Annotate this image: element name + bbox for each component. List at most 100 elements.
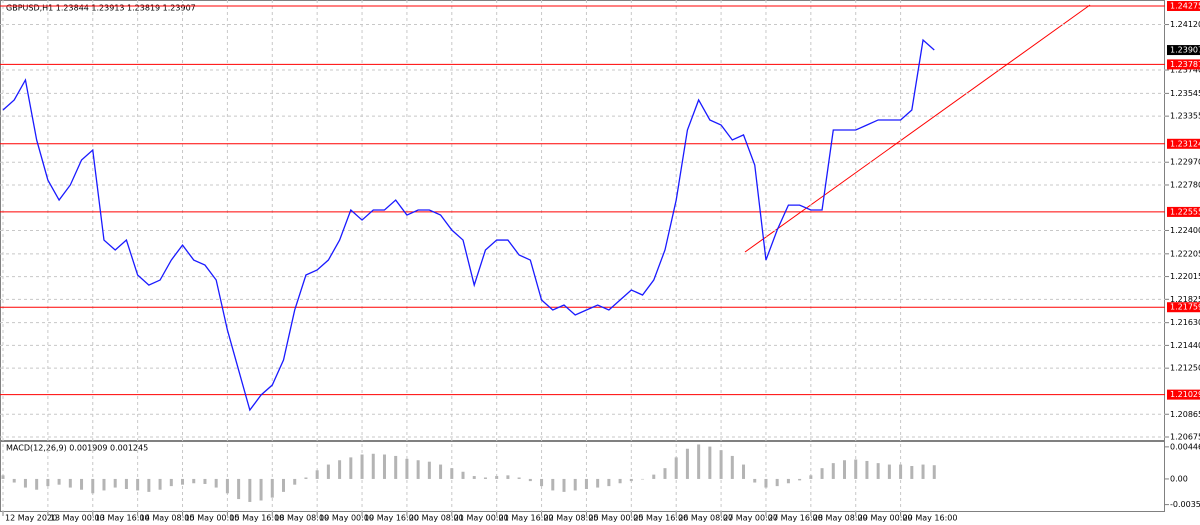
histogram-bar [371, 453, 375, 479]
histogram-bar [46, 478, 50, 487]
level-label-box [1167, 138, 1200, 149]
histogram-bar [23, 478, 27, 488]
level-label: 1.21029 [1170, 390, 1200, 399]
histogram-bar [562, 478, 566, 492]
price-label-box [1167, 45, 1200, 56]
histogram-bar [786, 478, 790, 484]
histogram-bar [685, 448, 689, 479]
histogram-bar [506, 475, 510, 479]
histogram-bar [192, 478, 196, 484]
histogram-bar [203, 478, 207, 484]
y-tick-label: 1.21250 [1170, 364, 1200, 373]
histogram-bar [910, 466, 914, 479]
histogram-bar [113, 478, 117, 488]
histogram-bar [282, 478, 285, 492]
level-label-box [1167, 302, 1200, 313]
x-tick-label: 28 May 08:00 [813, 514, 868, 523]
histogram-bar [674, 457, 678, 479]
histogram-bar [809, 475, 813, 479]
histogram-bar [854, 459, 858, 479]
level-label-box [1167, 59, 1200, 70]
histogram-bar [663, 468, 667, 479]
histogram-bar [730, 455, 734, 479]
y-tick-label: 1.23545 [1170, 89, 1200, 98]
x-tick-label: 25 May 16:00 [633, 514, 688, 523]
histogram-bar [439, 464, 443, 479]
histogram-bar [270, 478, 274, 498]
histogram-bar [573, 478, 577, 491]
histogram-bar [764, 478, 768, 488]
histogram-bar [102, 478, 106, 491]
histogram-bar [540, 478, 544, 487]
histogram-bar [708, 446, 712, 479]
x-tick-label: 21 May 16:00 [499, 514, 554, 523]
histogram-bar [248, 478, 252, 502]
y-tick-label: 1.22780 [1170, 180, 1200, 189]
histogram-bar [483, 477, 487, 479]
y-tick-label: 1.21440 [1170, 341, 1200, 350]
y-tick-label: 0.00 [1170, 474, 1188, 483]
x-tick-label: 14 May 08:00 [140, 514, 195, 523]
histogram-bar [12, 478, 16, 483]
x-tick-label: 29 May 00:00 [858, 514, 913, 523]
x-tick-label: 12 May 2020 [5, 514, 57, 523]
x-tick-label: 26 May 08:00 [678, 514, 733, 523]
indicator-title: MACD(12,26,9) 0.001909 0.001245 [6, 444, 148, 453]
y-tick-label: 1.21825 [1170, 295, 1200, 304]
histogram-bar [641, 478, 645, 480]
histogram-bar [293, 478, 297, 485]
histogram-bar [618, 478, 622, 484]
y-tick-label: -0.003571 [1170, 500, 1200, 509]
current-price: 1.23907 [1170, 46, 1200, 55]
histogram-bar [719, 450, 723, 479]
price-line [2, 38, 935, 412]
histogram-bar [169, 478, 173, 487]
histogram-bar [80, 478, 84, 490]
level-label: 1.23787 [1170, 60, 1200, 69]
histogram-bar [57, 478, 61, 485]
x-tick-label: 27 May 16:00 [768, 514, 823, 523]
histogram-bar [304, 477, 308, 479]
histogram-bar [831, 463, 835, 479]
histogram-bar [843, 460, 846, 479]
histogram-bar [921, 464, 925, 479]
histogram-bar [35, 478, 39, 490]
histogram-bar [338, 460, 342, 479]
y-tick-label: 1.22970 [1170, 158, 1200, 167]
histogram-bar [528, 478, 532, 482]
histogram-bar [405, 458, 409, 479]
histogram-bar [326, 464, 330, 479]
histogram-bar [147, 478, 151, 492]
x-tick-label: 15 May 16:00 [229, 514, 284, 523]
histogram-bar [315, 470, 319, 479]
level-label: 1.22555 [1170, 207, 1200, 216]
histogram-bar [775, 478, 779, 487]
histogram-bar [517, 477, 521, 479]
level-label-box [1167, 389, 1200, 400]
x-tick-label: 18 May 08:00 [274, 514, 329, 523]
x-tick-label: 27 May 00:00 [723, 514, 778, 523]
histogram-bar [91, 478, 95, 494]
x-tick-label: 19 May 00:00 [319, 514, 374, 523]
histogram-bar [450, 468, 454, 479]
histogram-bar [865, 460, 869, 479]
histogram-bar [652, 474, 656, 479]
histogram-bar [820, 468, 824, 479]
y-tick-label: 1.23355 [1170, 112, 1200, 121]
x-tick-label: 20 May 08:00 [409, 514, 464, 523]
y-tick-label: 1.20865 [1170, 410, 1200, 419]
x-tick-label: 19 May 16:00 [364, 514, 419, 523]
histogram-bar [225, 478, 229, 494]
histogram-bar [124, 478, 128, 489]
x-tick-label: 13 May 00:00 [50, 514, 105, 523]
histogram-bar [259, 478, 263, 501]
chart-title: GBPUSD,H1 1.23844 1.23913 1.23819 1.2390… [6, 4, 196, 13]
level-label: 1.21759 [1170, 303, 1200, 312]
histogram-bar [1, 475, 5, 479]
level-label-box [1167, 0, 1200, 11]
y-tick-label: 1.22205 [1170, 249, 1200, 258]
histogram-bar [181, 478, 185, 485]
histogram-bar [394, 455, 398, 479]
histogram-bar [136, 478, 140, 491]
